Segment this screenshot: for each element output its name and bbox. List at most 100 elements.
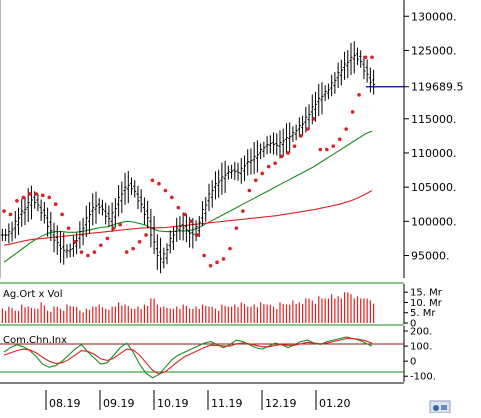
price-bar xyxy=(165,243,169,265)
price-bar xyxy=(330,74,334,97)
price-bar xyxy=(39,199,43,221)
price-bar xyxy=(68,243,72,258)
price-bar xyxy=(333,72,337,94)
series-line-cci-signal xyxy=(3,338,373,375)
price-bar xyxy=(130,177,134,195)
price-bar xyxy=(233,161,237,180)
sar-dot xyxy=(247,188,252,193)
volume-axis-label: 15. Mr xyxy=(410,288,443,299)
sar-dot xyxy=(163,188,168,193)
sar-dot xyxy=(157,181,161,186)
time-axis-label: 12.19 xyxy=(265,397,297,410)
sar-dot xyxy=(118,222,123,227)
price-bar xyxy=(339,59,343,86)
sar-dot xyxy=(47,195,51,200)
price-bar xyxy=(301,115,305,136)
price-bar xyxy=(52,222,56,253)
sar-dot xyxy=(273,161,277,166)
price-bar xyxy=(171,226,175,251)
price-bar xyxy=(230,164,234,179)
price-bar xyxy=(181,212,185,241)
sar-dot xyxy=(189,219,194,224)
sar-dot xyxy=(202,253,206,258)
price-bar xyxy=(13,211,17,239)
price-bar xyxy=(75,232,79,255)
sar-dot xyxy=(28,192,32,196)
sar-dot xyxy=(337,137,342,142)
volume-axis-label: 0 xyxy=(410,319,416,330)
price-bar xyxy=(49,211,53,241)
price-bar xyxy=(272,132,276,155)
time-axis-label: 08.19 xyxy=(49,397,81,410)
price-bar xyxy=(259,143,263,160)
price-bar xyxy=(42,202,46,224)
sar-dot xyxy=(286,151,290,155)
time-axis-label: 11.19 xyxy=(211,397,243,410)
sar-dot xyxy=(331,144,336,148)
sar-dot xyxy=(15,199,19,203)
app-corner-icon[interactable] xyxy=(429,400,451,414)
series-line-ma-short xyxy=(3,130,373,263)
price-bar xyxy=(0,228,4,242)
sar-dot xyxy=(60,212,64,217)
sar-dot xyxy=(299,134,303,138)
volume-panel-title: Ag.Ort x Vol xyxy=(3,289,63,300)
price-bar xyxy=(242,155,246,182)
volume-axis-label: 5. Mr xyxy=(410,308,436,319)
sar-dot xyxy=(234,226,239,230)
volume-axis-label: 10. Mr xyxy=(410,298,443,309)
price-bar xyxy=(155,234,159,270)
price-bar xyxy=(314,91,318,122)
price-bar xyxy=(352,41,356,74)
price-bar xyxy=(117,185,121,217)
sar-dot xyxy=(241,209,245,213)
sar-dot xyxy=(228,246,232,251)
cci-panel-title: Com.Chn.Inx xyxy=(3,335,67,346)
price-bar xyxy=(346,50,350,79)
price-bar xyxy=(226,165,230,180)
price-bar xyxy=(100,199,104,216)
price-bar xyxy=(149,209,153,248)
price-panel: 130000. 125000. 115000. 110000. 105000. 10000… xyxy=(0,0,464,278)
price-bar xyxy=(291,126,295,143)
sar-dot xyxy=(105,236,110,241)
time-axis-label: 10.19 xyxy=(157,397,189,410)
price-bar xyxy=(123,172,127,205)
sar-dot xyxy=(215,260,219,265)
price-bar xyxy=(284,123,288,154)
price-bar xyxy=(139,189,143,213)
sar-dot xyxy=(21,195,26,200)
sar-dot xyxy=(2,209,6,213)
sar-dot xyxy=(208,263,213,268)
price-bar xyxy=(17,207,21,235)
cci-axis-label: 200. xyxy=(410,327,432,338)
price-bar xyxy=(246,149,250,176)
price-bar xyxy=(359,50,363,68)
price-bar xyxy=(191,218,195,249)
price-bar xyxy=(120,181,124,214)
price-bar xyxy=(104,202,108,225)
price-bar xyxy=(62,232,66,265)
price-bar xyxy=(168,230,172,254)
sar-dot xyxy=(350,110,355,114)
sar-dot xyxy=(150,178,155,183)
price-bar xyxy=(249,148,253,175)
price-bar xyxy=(201,201,205,227)
price-bar xyxy=(29,185,33,220)
price-bar xyxy=(159,237,163,274)
time-axis-label: 01.20 xyxy=(319,397,351,410)
sar-dot xyxy=(131,246,135,251)
price-bar xyxy=(320,82,324,115)
price-bar xyxy=(236,162,240,181)
sar-dot xyxy=(182,212,187,217)
price-bar xyxy=(162,247,166,269)
price-bar xyxy=(365,59,369,83)
price-bar xyxy=(317,83,321,117)
price-axis-label: 105000. xyxy=(411,181,457,194)
price-bar xyxy=(55,225,59,255)
price-bar xyxy=(297,117,301,138)
price-bar xyxy=(178,216,182,241)
sar-dot xyxy=(253,178,258,183)
